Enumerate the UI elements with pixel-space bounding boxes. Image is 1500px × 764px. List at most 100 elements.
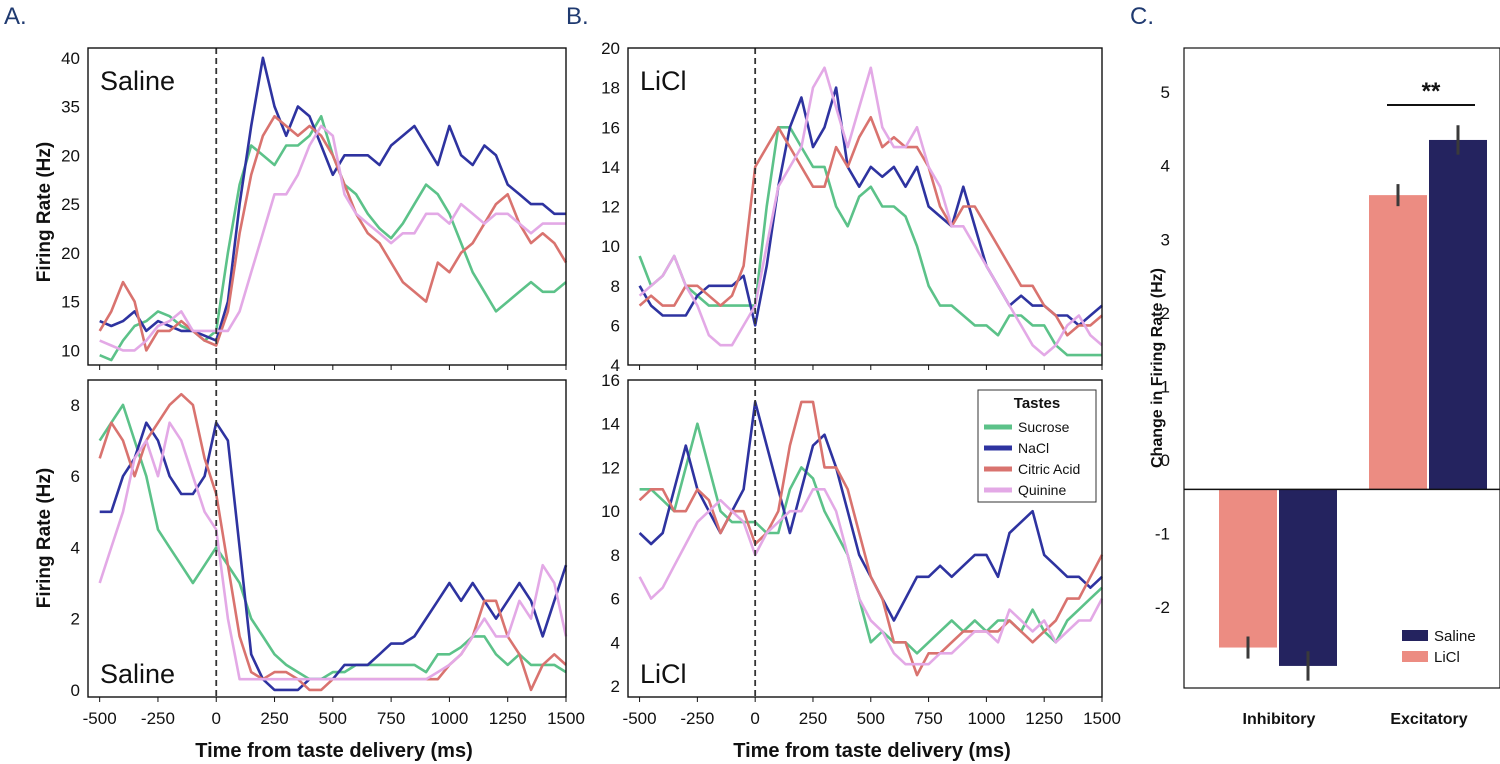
y-axis-label: Firing Rate (Hz): [34, 468, 55, 608]
bar-excitatory-saline: [1429, 139, 1487, 490]
legend-swatch-licl: [1402, 651, 1428, 662]
panel-label-a: A.: [4, 3, 27, 30]
y-tick-label: 1: [1161, 377, 1170, 396]
plot-frame: [1183, 47, 1500, 689]
y-tick-label: 14: [601, 415, 620, 434]
y-tick-label: 16: [601, 118, 620, 137]
category-label-excitatory: Excitatory: [1390, 711, 1467, 728]
y-tick-label: 12: [601, 458, 620, 477]
y-tick-label: 12: [601, 198, 620, 217]
x-tick-label: 1500: [1083, 709, 1121, 728]
y-tick-label: 8: [611, 546, 620, 565]
legend: Saline LiCl: [1402, 628, 1476, 666]
series-line-nacl: [638, 86, 1103, 327]
y-tick-label: 10: [601, 237, 620, 256]
y-tick-label: 10: [601, 502, 620, 521]
x-tick-label: -500: [623, 709, 657, 728]
x-tick-label: 0: [212, 709, 221, 728]
bar-inhibitory-licl: [1219, 489, 1277, 648]
y-tick-label: 20: [601, 39, 620, 58]
series-line-sucrose: [638, 126, 1102, 357]
y-tick-label: 3: [1161, 230, 1170, 249]
panel-b-bottom-plot: 2 4 6 8 10 12 14 16 -500 -250 0 250 500 750 1000 1250 1…: [601, 371, 1121, 728]
panel-label-c: C.: [1130, 3, 1154, 30]
y-tick-label: 6: [611, 590, 620, 609]
y-tick-label: 4: [611, 633, 620, 652]
x-axis-ticks: [99, 365, 567, 370]
series-line-citric-acid: [638, 400, 1104, 677]
series-lines: [98, 392, 568, 692]
bars: [1219, 139, 1487, 666]
y-tick-label: 5: [1161, 83, 1170, 102]
x-axis-ticks: -500 -250 0 250 500 750 1000 1250 1500: [83, 697, 585, 728]
bar-excitatory-licl: [1369, 195, 1427, 490]
legend-label-quinine: Quinine: [1018, 482, 1066, 498]
x-tick-label: 1000: [967, 709, 1005, 728]
y-tick-label: 2: [71, 610, 80, 629]
y-tick-label: 20: [61, 146, 80, 165]
condition-label: Saline: [100, 66, 175, 96]
x-tick-label: 500: [319, 709, 347, 728]
panel-a-top-plot: 10 15 20 25 20 35 40 Saline: [61, 47, 568, 370]
series-lines: [638, 66, 1103, 357]
panel-label-b: B.: [566, 3, 589, 30]
plot-frame: [87, 47, 567, 366]
legend: Tastes Sucrose NaCl Citric Acid Quinine: [977, 389, 1097, 503]
series-line-quinine: [638, 66, 1103, 357]
bar-inhibitory-saline: [1279, 489, 1337, 666]
x-tick-label: 1250: [489, 709, 527, 728]
y-tick-label: 0: [71, 681, 80, 700]
x-axis-label: Time from taste delivery (ms): [195, 740, 473, 762]
x-tick-label: 1250: [1025, 709, 1063, 728]
legend-label-saline: Saline: [1434, 628, 1476, 645]
plot-frame: [627, 379, 1103, 698]
panel-c-bar-chart: -2 -1 0 1 2 3 4 5 ** Inhibitory Excitatory Sali…: [1155, 47, 1500, 728]
x-tick-label: 1000: [431, 709, 469, 728]
x-tick-label: 250: [799, 709, 827, 728]
x-tick-label: -250: [680, 709, 714, 728]
y-tick-label: 2: [1161, 304, 1170, 323]
legend-label-citric-acid: Citric Acid: [1018, 461, 1080, 477]
y-tick-label: 4: [71, 538, 80, 557]
series-line-nacl: [99, 421, 568, 692]
y-tick-label: 40: [61, 49, 80, 68]
y-axis-ticks: -2 -1 0 1 2 3 4 5: [1155, 83, 1170, 617]
series-line-quinine: [99, 124, 566, 352]
condition-label: LiCl: [640, 66, 687, 96]
condition-label: Saline: [100, 659, 175, 689]
x-tick-label: 750: [914, 709, 942, 728]
series-line-quinine: [98, 421, 568, 681]
series-line-quinine: [638, 487, 1104, 666]
error-bars: [1246, 125, 1460, 681]
y-tick-label: 4: [611, 356, 620, 375]
y-tick-label: 0: [1161, 451, 1170, 470]
series-line-nacl: [99, 56, 566, 342]
legend-title: Tastes: [1014, 395, 1060, 412]
y-tick-label: 6: [611, 316, 620, 335]
x-axis-label: Time from taste delivery (ms): [733, 740, 1011, 762]
legend-label-nacl: NaCl: [1018, 440, 1049, 456]
series-line-sucrose: [98, 403, 567, 681]
series-lines: [638, 400, 1104, 677]
y-tick-label: 15: [61, 293, 80, 312]
series-line-citric-acid: [638, 116, 1103, 337]
x-tick-label: -500: [83, 709, 117, 728]
y-axis-ticks: 4 6 8 10 12 14 16 18 20: [601, 39, 620, 375]
x-axis-ticks: [639, 365, 1103, 370]
x-tick-label: 0: [750, 709, 759, 728]
y-tick-label: -1: [1155, 525, 1170, 544]
y-tick-label: 8: [71, 396, 80, 415]
y-tick-label: 18: [601, 79, 620, 98]
panel-a-bottom-plot: 0 2 4 6 8 -500 -250 0 250 500 750 1000 1250 1500 Sal…: [71, 379, 585, 728]
y-axis-ticks: 10 15 20 25 20 35 40: [61, 49, 80, 361]
plot-frame: [627, 47, 1103, 366]
significance-marker: **: [1422, 78, 1441, 105]
y-tick-label: 8: [611, 277, 620, 296]
y-tick-label: 16: [601, 371, 620, 390]
series-line-citric-acid: [98, 392, 567, 692]
x-tick-label: 1500: [547, 709, 585, 728]
y-tick-label: 20: [61, 244, 80, 263]
y-tick-label: 14: [601, 158, 620, 177]
series-lines: [98, 56, 568, 362]
series-line-citric-acid: [98, 115, 568, 352]
